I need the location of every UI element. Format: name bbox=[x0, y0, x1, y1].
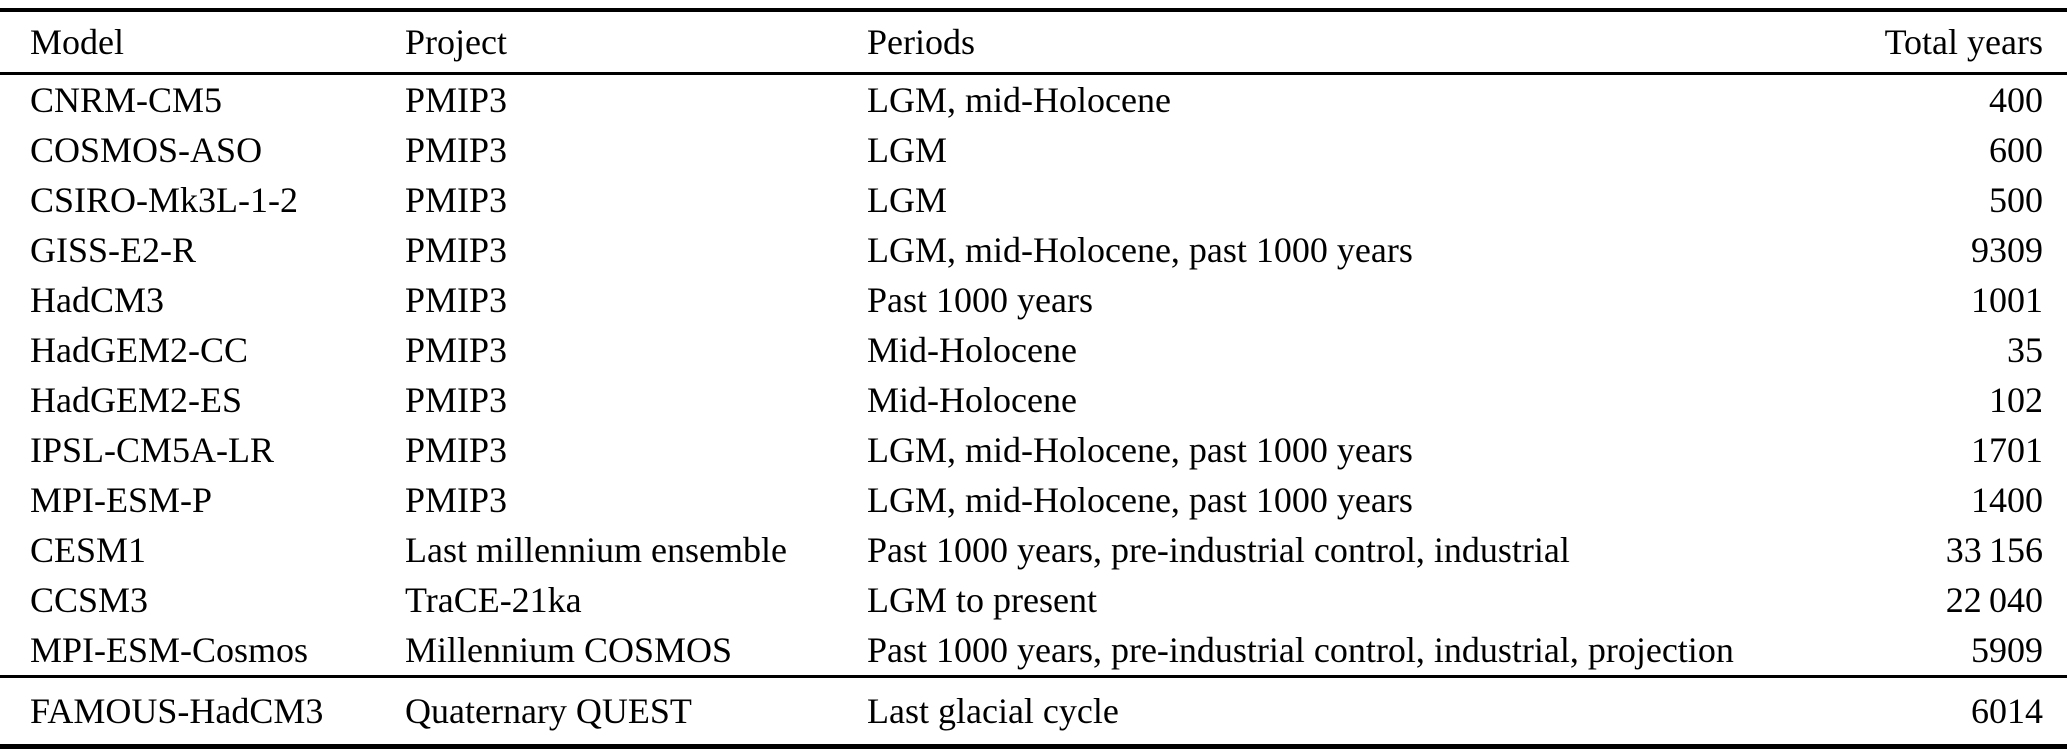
cell-total-years: 1701 bbox=[1971, 430, 2043, 470]
cell-periods: Mid-Holocene bbox=[867, 330, 1077, 370]
table-row: HadCM3 PMIP3 Past 1000 years 1001 bbox=[0, 275, 2067, 325]
cell-model: GISS-E2-R bbox=[30, 230, 197, 270]
column-header-model: Model bbox=[0, 10, 405, 75]
cell-total-years: 600 bbox=[1989, 130, 2043, 170]
table-row: CESM1 Last millennium ensemble Past 1000… bbox=[0, 525, 2067, 575]
cell-model: CSIRO-Mk3L-1-2 bbox=[30, 180, 298, 220]
cell-project: PMIP3 bbox=[405, 80, 508, 120]
cell-project: Millennium COSMOS bbox=[405, 630, 733, 670]
cell-model: MPI-ESM-P bbox=[30, 480, 213, 520]
cell-project: PMIP3 bbox=[405, 130, 508, 170]
cell-project: PMIP3 bbox=[405, 430, 508, 470]
cell-model: IPSL-CM5A-LR bbox=[30, 430, 275, 470]
cell-total-years: 1400 bbox=[1971, 480, 2043, 520]
cell-total-years: 22 040 bbox=[1945, 580, 2043, 620]
cell-model: MPI-ESM-Cosmos bbox=[30, 630, 309, 670]
cell-model: HadCM3 bbox=[30, 280, 164, 320]
column-header-periods: Periods bbox=[867, 10, 1833, 75]
cell-model: CCSM3 bbox=[30, 580, 149, 620]
cell-total-years: 102 bbox=[1989, 380, 2043, 420]
cell-model: FAMOUS-HadCM3 bbox=[0, 675, 405, 747]
table-row: FAMOUS-HadCM3 Quaternary QUEST Last glac… bbox=[0, 675, 2067, 747]
cell-project: PMIP3 bbox=[405, 330, 508, 370]
cell-periods: Last glacial cycle bbox=[867, 675, 1833, 747]
cell-project: PMIP3 bbox=[405, 180, 508, 220]
cell-periods: Past 1000 years, pre-industrial control,… bbox=[867, 630, 1734, 670]
cell-model: HadGEM2-ES bbox=[30, 380, 242, 420]
cell-periods: Past 1000 years, pre-industrial control,… bbox=[867, 530, 1570, 570]
cell-periods: LGM, mid-Holocene, past 1000 years bbox=[867, 480, 1413, 520]
table-row: CNRM-CM5 PMIP3 LGM, mid-Holocene 400 bbox=[0, 74, 2067, 126]
cell-total-years: 5909 bbox=[1971, 630, 2043, 670]
column-header-total-years: Total years bbox=[1833, 10, 2067, 75]
header-row: Model Project Periods Total years bbox=[0, 10, 2067, 75]
table-row: IPSL-CM5A-LR PMIP3 LGM, mid-Holocene, pa… bbox=[0, 425, 2067, 475]
cell-total-years: 6014 bbox=[1833, 675, 2067, 747]
table-row: CCSM3 TraCE-21ka LGM to present 22 040 bbox=[0, 575, 2067, 625]
cell-total-years: 500 bbox=[1989, 180, 2043, 220]
table-row: CSIRO-Mk3L-1-2 PMIP3 LGM 500 bbox=[0, 175, 2067, 225]
table-row: HadGEM2-CC PMIP3 Mid-Holocene 35 bbox=[0, 325, 2067, 375]
table-header: Model Project Periods Total years bbox=[0, 10, 2067, 75]
cell-periods: LGM, mid-Holocene, past 1000 years bbox=[867, 430, 1413, 470]
cell-periods: Mid-Holocene bbox=[867, 380, 1077, 420]
table-row: MPI-ESM-Cosmos Millennium COSMOS Past 10… bbox=[0, 625, 2067, 677]
cell-total-years: 1001 bbox=[1971, 280, 2043, 320]
cell-periods: Past 1000 years bbox=[867, 280, 1093, 320]
cell-project: PMIP3 bbox=[405, 280, 508, 320]
table-body: CNRM-CM5 PMIP3 LGM, mid-Holocene 400 COS… bbox=[0, 74, 2067, 677]
model-simulations-table: Model Project Periods Total years CNRM-C… bbox=[0, 8, 2067, 749]
cell-model: COSMOS-ASO bbox=[30, 130, 263, 170]
cell-project: PMIP3 bbox=[405, 480, 508, 520]
cell-total-years: 9309 bbox=[1971, 230, 2043, 270]
cell-project: Quaternary QUEST bbox=[405, 675, 867, 747]
cell-periods: LGM, mid-Holocene bbox=[867, 80, 1171, 120]
cell-total-years: 35 bbox=[2007, 330, 2043, 370]
cell-project: Last millennium ensemble bbox=[405, 530, 787, 570]
column-header-project: Project bbox=[405, 10, 867, 75]
table-row: MPI-ESM-P PMIP3 LGM, mid-Holocene, past … bbox=[0, 475, 2067, 525]
table-row: GISS-E2-R PMIP3 LGM, mid-Holocene, past … bbox=[0, 225, 2067, 275]
cell-total-years: 400 bbox=[1989, 80, 2043, 120]
cell-project: PMIP3 bbox=[405, 230, 508, 270]
cell-model: CNRM-CM5 bbox=[30, 80, 223, 120]
table-row: COSMOS-ASO PMIP3 LGM 600 bbox=[0, 125, 2067, 175]
cell-project: PMIP3 bbox=[405, 380, 508, 420]
cell-periods: LGM bbox=[867, 180, 947, 220]
cell-model: CESM1 bbox=[30, 530, 147, 570]
cell-periods: LGM, mid-Holocene, past 1000 years bbox=[867, 230, 1413, 270]
cell-periods: LGM to present bbox=[867, 580, 1097, 620]
cell-total-years: 33 156 bbox=[1945, 530, 2043, 570]
cell-periods: LGM bbox=[867, 130, 947, 170]
cell-project: TraCE-21ka bbox=[405, 580, 582, 620]
table-footer-section: FAMOUS-HadCM3 Quaternary QUEST Last glac… bbox=[0, 675, 2067, 747]
cell-model: HadGEM2-CC bbox=[30, 330, 248, 370]
table-row: HadGEM2-ES PMIP3 Mid-Holocene 102 bbox=[0, 375, 2067, 425]
